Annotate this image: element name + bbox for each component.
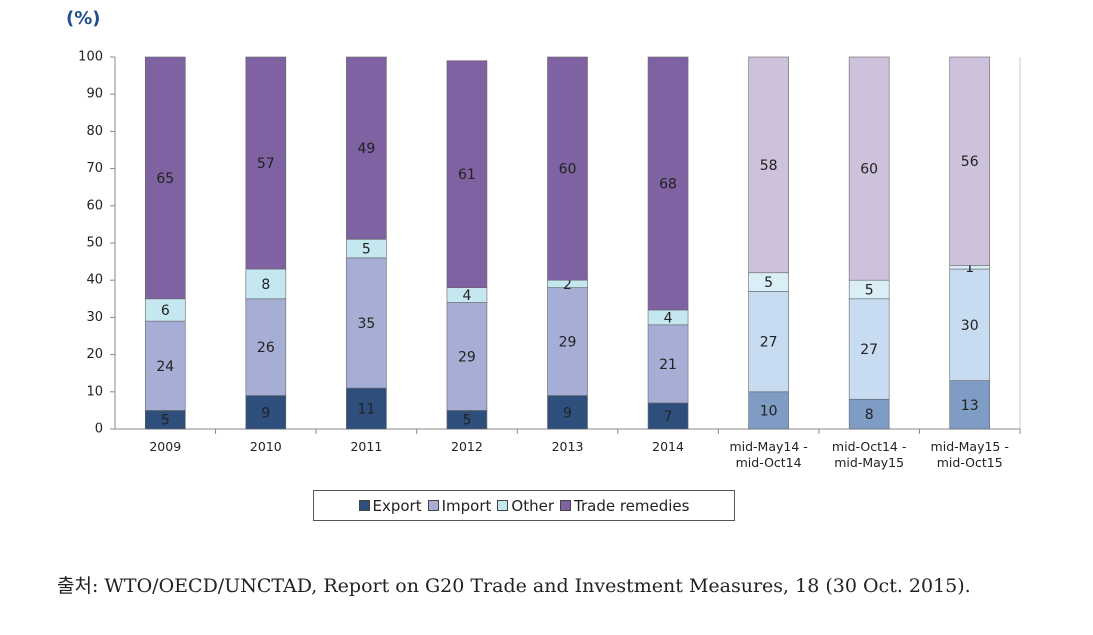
data-label: 5 xyxy=(161,413,170,429)
bar-segment xyxy=(949,56,991,266)
x-tick-label: mid-May14 - mid-Oct14 xyxy=(729,439,808,470)
y-tick-label: 70 xyxy=(86,161,103,176)
legend-item: Export xyxy=(358,496,422,515)
data-label: 29 xyxy=(559,335,577,351)
y-tick-label: 0 xyxy=(95,422,103,437)
x-tick-label: 2011 xyxy=(350,439,383,454)
data-label: 21 xyxy=(659,357,677,373)
bar-segment xyxy=(446,302,488,411)
bar-segment xyxy=(949,268,991,381)
data-label: 57 xyxy=(257,156,275,172)
x-tick-label: mid-Oct14 - mid-May15 xyxy=(831,439,907,470)
data-label: 60 xyxy=(860,162,878,178)
data-label: 27 xyxy=(860,342,878,358)
bar-segment xyxy=(848,398,890,430)
data-label: 8 xyxy=(261,277,270,293)
data-label: 68 xyxy=(659,176,677,192)
y-axis-label: (%) xyxy=(66,8,101,29)
y-tick-label: 60 xyxy=(86,198,103,213)
y-tick-label: 50 xyxy=(86,236,103,251)
x-tick-label: 2010 xyxy=(249,439,282,454)
y-tick-label: 20 xyxy=(86,347,103,362)
data-label: 35 xyxy=(357,316,375,332)
data-label: 2 xyxy=(563,277,572,293)
bar-segment xyxy=(245,395,287,430)
legend-swatch xyxy=(497,500,509,511)
bar-segment xyxy=(647,324,689,404)
x-tick-label: 2009 xyxy=(149,439,182,454)
bar-segment xyxy=(547,395,588,430)
bar-segment xyxy=(748,291,789,393)
bar-segment xyxy=(848,56,890,281)
data-label: 27 xyxy=(760,335,778,351)
legend-label: Other xyxy=(511,496,554,515)
data-label: 11 xyxy=(357,402,375,418)
data-label: 9 xyxy=(261,405,270,421)
data-label: 24 xyxy=(156,359,174,375)
legend-item: Trade remedies xyxy=(560,497,689,515)
bar-segment xyxy=(144,56,186,300)
legend-swatch xyxy=(560,500,571,511)
x-tick-label: 2012 xyxy=(451,439,483,454)
data-label: 9 xyxy=(563,405,572,421)
data-label: 58 xyxy=(760,158,778,174)
data-label: 6 xyxy=(161,303,170,319)
data-label: 5 xyxy=(462,413,471,429)
legend-label: Import xyxy=(441,496,492,515)
data-label: 29 xyxy=(458,349,476,365)
bar-segment xyxy=(748,56,789,274)
legend-swatch xyxy=(358,500,370,511)
data-label: 30 xyxy=(961,318,979,334)
legend-label: Export xyxy=(372,496,422,515)
bar-segment xyxy=(949,380,991,430)
data-label: 26 xyxy=(257,340,275,356)
legend: Export Import Other Trade remedies xyxy=(313,490,735,521)
source-note: 출처: WTO/OECD/UNCTAD, Report on G20 Trade… xyxy=(57,575,971,597)
data-label: 7 xyxy=(664,409,673,425)
bar-segment xyxy=(346,387,387,430)
legend-item: Other xyxy=(497,497,554,515)
data-label: 61 xyxy=(458,167,476,183)
y-tick-label: 10 xyxy=(86,384,103,399)
y-tick-label: 40 xyxy=(86,273,103,288)
data-label: 13 xyxy=(961,398,979,414)
data-label: 5 xyxy=(865,283,874,299)
bar-segment xyxy=(346,257,387,389)
y-tick-label: 30 xyxy=(86,310,103,325)
y-tick-label: 100 xyxy=(78,50,103,65)
x-tick-label: 2013 xyxy=(551,439,584,454)
y-tick-label: 80 xyxy=(86,124,103,139)
y-tick-label: 90 xyxy=(86,87,103,102)
legend-label: Trade remedies xyxy=(574,496,690,515)
data-label: 5 xyxy=(362,242,371,258)
x-tick-label: mid-May15 - mid-Oct15 xyxy=(930,439,1009,470)
legend-item: Import xyxy=(427,496,492,515)
bar-segment xyxy=(245,268,287,300)
data-label: 10 xyxy=(760,403,778,419)
data-label: 49 xyxy=(357,141,375,157)
bar-segment xyxy=(446,60,488,288)
x-tick-label: 2014 xyxy=(652,439,684,454)
data-label: 56 xyxy=(961,154,979,170)
data-label: 65 xyxy=(156,171,174,187)
bar-segment xyxy=(848,298,890,400)
bar-segment xyxy=(547,56,588,281)
data-label: 1 xyxy=(965,260,974,276)
bar-segment xyxy=(647,56,689,311)
data-label: 5 xyxy=(764,275,773,291)
data-label: 4 xyxy=(664,310,673,326)
data-label: 60 xyxy=(559,162,577,178)
bar-segment xyxy=(245,56,287,270)
data-label: 8 xyxy=(865,407,874,423)
bar-segment xyxy=(547,287,588,396)
bar-segment xyxy=(346,56,387,240)
data-label: 4 xyxy=(462,288,471,304)
legend-swatch xyxy=(427,500,439,511)
bar-segment xyxy=(748,391,789,430)
